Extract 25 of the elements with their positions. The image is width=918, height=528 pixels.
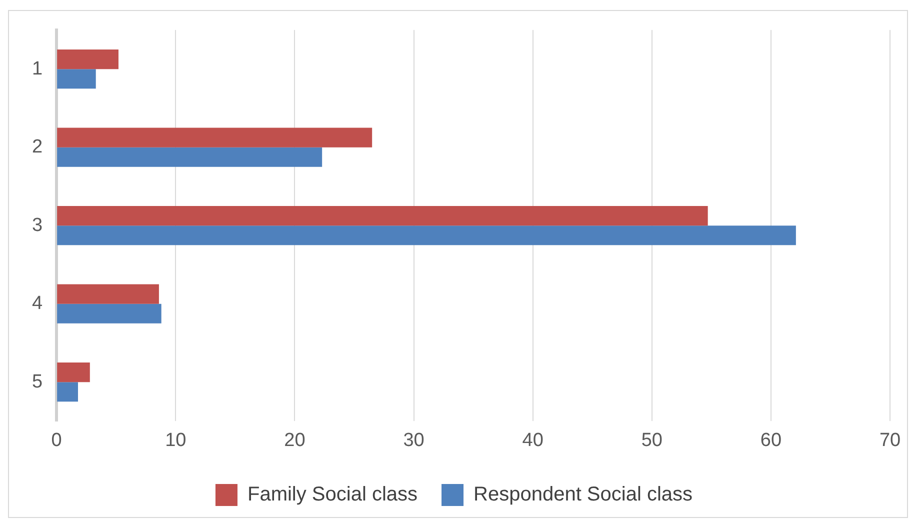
- legend-label: Respondent Social class: [474, 484, 693, 506]
- bar: [57, 382, 78, 402]
- bar: [57, 128, 372, 148]
- bar: [57, 206, 708, 226]
- bar: [57, 362, 90, 382]
- y-tick-label: 5: [32, 371, 43, 392]
- bar: [57, 147, 322, 167]
- bar: [57, 69, 96, 89]
- legend-label: Family Social class: [247, 484, 418, 506]
- bar: [57, 284, 159, 304]
- x-tick-label: 40: [522, 430, 544, 451]
- bar: [57, 50, 118, 70]
- y-tick-label: 2: [32, 136, 43, 158]
- x-tick-label: 10: [165, 430, 186, 451]
- y-tick-label: 4: [32, 293, 43, 314]
- x-tick-label: 70: [879, 430, 901, 451]
- bar: [57, 304, 162, 324]
- x-tick-label: 50: [641, 430, 662, 451]
- x-tick-label: 30: [403, 430, 424, 451]
- y-tick-label: 1: [32, 58, 43, 80]
- x-tick-label: 60: [760, 430, 782, 451]
- x-tick-label: 20: [284, 430, 306, 451]
- bar: [57, 226, 796, 246]
- x-tick-label: 0: [51, 430, 62, 451]
- y-tick-label: 3: [32, 214, 43, 236]
